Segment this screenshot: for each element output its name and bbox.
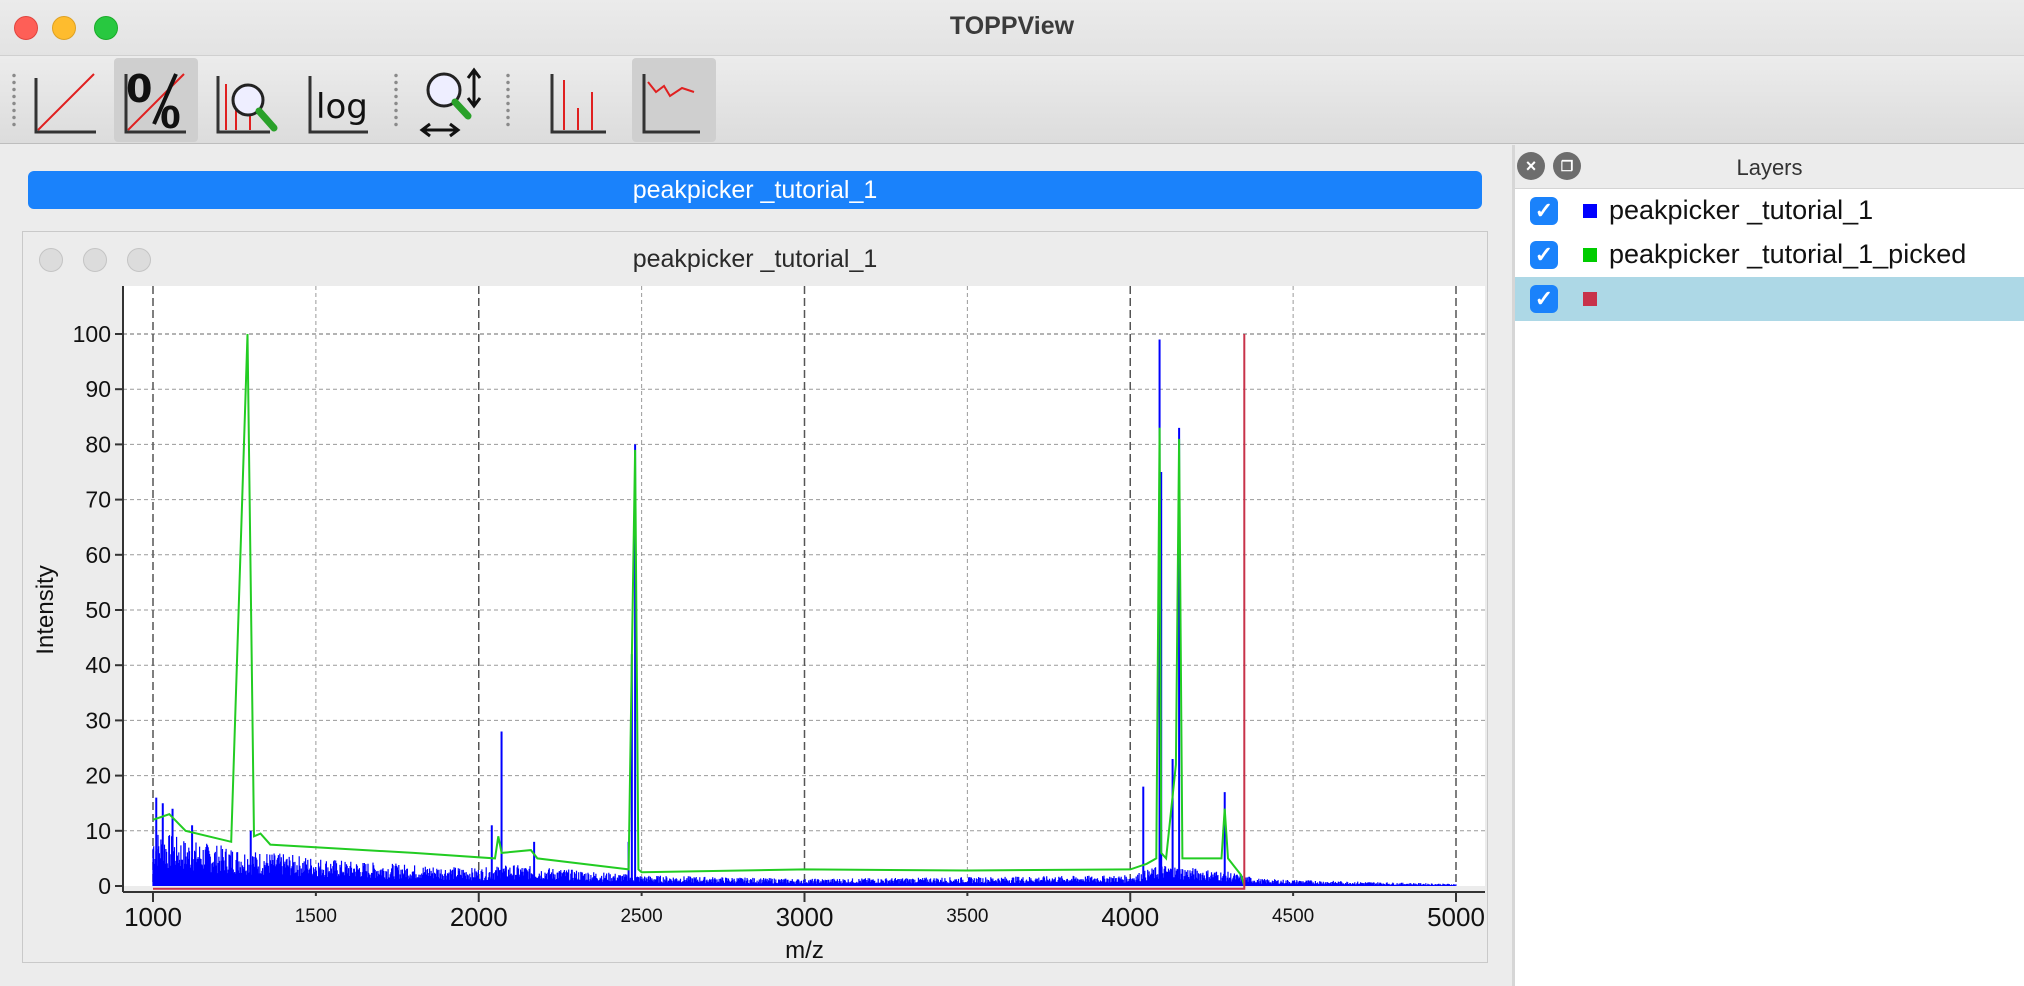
dock-float-icon[interactable]: ❐ [1553, 152, 1581, 180]
spectrum-chart[interactable]: 0 10 20 30 40 50 60 70 80 90 100 1000 2000 3000 4000 50… [23, 286, 1487, 964]
layer-color-swatch [1583, 204, 1597, 218]
layer-color-swatch [1583, 248, 1597, 262]
draw-sticks-button[interactable] [540, 58, 624, 142]
subwindow-close-button[interactable] [39, 248, 63, 272]
linear-intensity-button[interactable] [28, 58, 112, 142]
series-picked-line [152, 333, 1246, 887]
series-red-line [153, 334, 1246, 890]
x-tick-label: 2000 [450, 902, 508, 932]
draw-sticks-icon [550, 74, 606, 134]
window-title: TOPPView [949, 12, 1075, 40]
x-tick-label: 5000 [1427, 902, 1485, 932]
x-axis-label: m/z [785, 937, 824, 962]
layer-visible-checkbox[interactable]: ✓ [1530, 197, 1558, 225]
log-intensity-icon: log [308, 76, 368, 134]
x-tick-label: 3000 [776, 902, 834, 932]
x-tick-label: 3500 [946, 906, 988, 927]
layers-panel-header: × ❐ Layers [1515, 145, 2024, 189]
toolbar: 0 0 log [0, 56, 2024, 144]
y-tick-label: 60 [85, 542, 111, 568]
y-tick-label: 10 [85, 818, 111, 844]
layer-label: peakpicker _tutorial_1 [1609, 195, 1874, 225]
y-axis-label: Intensity [32, 565, 59, 654]
series-profile-band [152, 834, 1457, 886]
zoom-reset-icon [419, 67, 482, 138]
subwindow-maximize-button[interactable] [127, 248, 151, 272]
spectrum-plot[interactable]: 0 10 20 30 40 50 60 70 80 90 100 1000 2000 3000 4000 50… [23, 286, 1487, 964]
layer-row[interactable]: ✓ peakpicker _tutorial_1_picked [1515, 233, 2024, 277]
close-window-button[interactable] [14, 16, 38, 40]
y-tick-label: 70 [85, 487, 111, 513]
toolbar-grip[interactable] [12, 72, 16, 128]
layers-panel-title: Layers [1736, 155, 1803, 180]
y-tick-label: 90 [85, 376, 111, 402]
x-tick-label: 1000 [124, 902, 182, 932]
dock-splitter[interactable] [1512, 145, 1515, 986]
svg-text:0: 0 [160, 101, 181, 136]
svg-text:0: 0 [126, 67, 152, 111]
subwindow-minimize-button[interactable] [83, 248, 107, 272]
draw-lines-button[interactable] [632, 58, 716, 142]
linear-intensity-icon [34, 73, 96, 134]
x-tick-label: 2500 [620, 906, 662, 927]
layer-visible-checkbox[interactable]: ✓ [1530, 241, 1558, 269]
percentage-intensity-button[interactable]: 0 0 [114, 58, 198, 142]
x-tick-label: 4000 [1101, 902, 1159, 932]
workspace: peakpicker _tutorial_1 peakpicker _tutor… [0, 145, 1512, 986]
spectrum-window-title: peakpicker _tutorial_1 [632, 245, 878, 273]
layer-color-swatch [1583, 292, 1597, 306]
y-tick-label: 80 [85, 431, 111, 457]
snap-intensity-button[interactable] [208, 58, 292, 142]
layers-panel: × ❐ Layers ✓ peakpicker _tutorial_1 ✓ pe… [1515, 145, 2024, 986]
snap-intensity-icon [216, 76, 278, 134]
layer-visible-checkbox[interactable]: ✓ [1530, 285, 1558, 313]
y-tick-label: 40 [85, 652, 111, 678]
tab-spectrum[interactable]: peakpicker _tutorial_1 [28, 171, 1482, 209]
layer-row[interactable]: ✓ peakpicker _tutorial_1 [1515, 189, 2024, 233]
svg-text:log: log [316, 87, 368, 127]
y-tick-label: 20 [85, 763, 111, 789]
minimize-window-button[interactable] [52, 16, 76, 40]
y-tick-label: 100 [73, 321, 111, 347]
layer-row-selected[interactable]: ✓ [1515, 277, 2024, 321]
percentage-intensity-icon: 0 0 [124, 67, 186, 136]
x-tick-label: 4500 [1272, 906, 1314, 927]
spectrum-window: peakpicker _tutorial_1 0 10 20 30 40 50 60 70 80… [22, 231, 1488, 964]
x-tick-label: 1500 [295, 906, 337, 927]
toolbar-grip[interactable] [506, 72, 510, 128]
draw-lines-icon [642, 74, 700, 134]
dock-close-icon[interactable]: × [1517, 152, 1545, 180]
y-tick-label: 30 [85, 707, 111, 733]
y-tick-label: 50 [85, 597, 111, 623]
maximize-window-button[interactable] [94, 16, 118, 40]
y-tick-label: 0 [98, 873, 111, 899]
title-bar: TOPPView [0, 0, 2024, 56]
toolbar-grip[interactable] [394, 72, 398, 128]
layer-label: peakpicker _tutorial_1_picked [1609, 239, 1967, 269]
zoom-reset-button[interactable] [410, 58, 494, 142]
log-intensity-button[interactable]: log [300, 58, 384, 142]
